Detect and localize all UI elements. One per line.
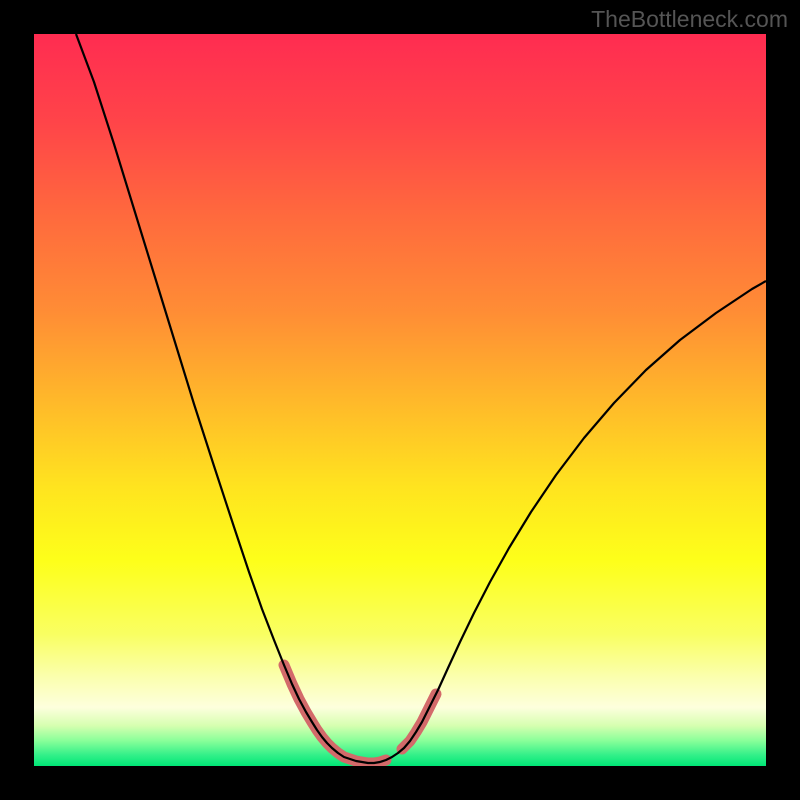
stage: TheBottleneck.com	[0, 0, 800, 800]
chart-svg	[34, 34, 766, 766]
chart-background	[34, 34, 766, 766]
watermark-text: TheBottleneck.com	[591, 6, 788, 33]
chart-plot-area	[34, 34, 766, 766]
